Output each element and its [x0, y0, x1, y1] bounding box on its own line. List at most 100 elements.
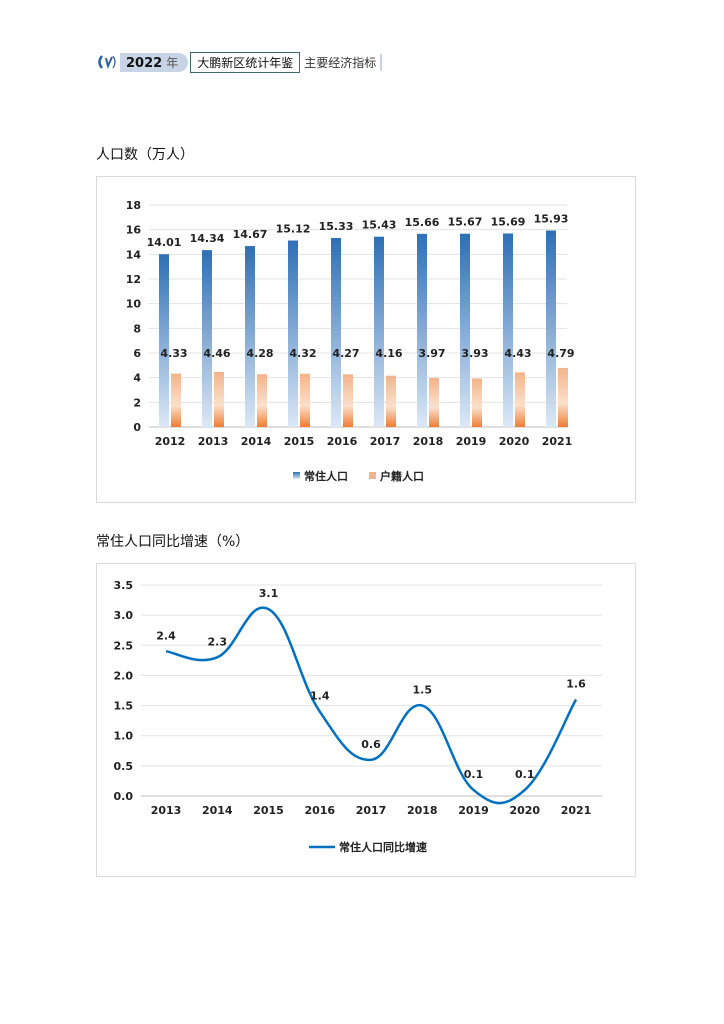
book-title: 大鹏新区统计年鉴: [190, 51, 301, 73]
bar-registered: [515, 372, 525, 427]
x-tick-label: 2012: [155, 435, 186, 448]
bar-resident: [331, 237, 341, 427]
bar-registered: [300, 373, 310, 427]
data-label: 1.4: [310, 690, 330, 703]
data-label-registered: 4.27: [332, 347, 359, 360]
bar-registered: [257, 374, 267, 427]
series-line: [165, 606, 578, 805]
y-tick-label: 8: [133, 322, 141, 335]
x-tick-label: 2016: [304, 804, 335, 817]
legend-label-resident: 常住人口: [304, 469, 348, 483]
data-label-registered: 4.33: [160, 347, 187, 360]
x-tick-label: 2020: [499, 435, 530, 448]
y-tick-label: 18: [126, 199, 141, 212]
data-label-resident: 15.67: [448, 216, 483, 229]
x-tick-label: 2021: [561, 804, 592, 817]
x-tick-label: 2017: [356, 804, 387, 817]
bar-registered: [429, 378, 439, 427]
data-label-registered: 4.46: [203, 347, 230, 360]
y-tick-label: 2: [133, 396, 141, 409]
legend-swatch-resident: [293, 472, 300, 479]
data-label: 2.4: [156, 629, 176, 642]
bar-resident: [159, 254, 169, 427]
bar-registered: [472, 378, 482, 427]
growth-line-chart: 0.0 0.5 1.0 1.5 2.0 2.5 3.0 3.5 2013 2.4 2014 2.3 20…: [114, 579, 602, 854]
bar-resident: [546, 230, 556, 427]
y-tick-label: 0.0: [114, 790, 134, 803]
bar-registered: [214, 371, 224, 427]
data-label: 1.5: [413, 684, 433, 697]
bar-registered: [558, 367, 568, 427]
y-tick-label: 14: [126, 248, 142, 261]
chart1-title: 人口数（万人）: [96, 147, 194, 163]
data-label-resident: 15.12: [276, 223, 311, 236]
data-label-resident: 15.93: [534, 213, 569, 226]
x-tick-label: 2021: [542, 435, 573, 448]
data-label: 0.6: [361, 738, 381, 751]
data-label-registered: 4.16: [375, 347, 402, 360]
bar-resident: [245, 246, 255, 427]
bar-resident: [202, 250, 212, 427]
chart2-box: 0.0 0.5 1.0 1.5 2.0 2.5 3.0 3.5 2013 2.4 2014 2.3 20…: [96, 563, 636, 877]
section-title: 主要经济指标: [304, 53, 383, 71]
bar-resident: [417, 233, 427, 427]
y-tick-label: 16: [126, 224, 142, 237]
x-tick-label: 2013: [198, 435, 229, 448]
x-tick-label: 2014: [202, 804, 233, 817]
data-label-resident: 15.43: [362, 219, 397, 232]
data-label-resident: 15.66: [405, 216, 440, 229]
legend-label-registered: 户籍人口: [380, 469, 424, 483]
x-tick-label: 2014: [241, 435, 272, 448]
y-tick-label: 10: [126, 298, 142, 311]
chart2-title: 常住人口同比增速（%）: [96, 534, 250, 550]
data-label-resident: 15.33: [319, 220, 354, 233]
data-label: 2.3: [208, 635, 228, 648]
x-tick-label: 2017: [370, 435, 401, 448]
data-label: 1.6: [566, 678, 586, 691]
bar-registered: [171, 373, 181, 427]
year: 2022: [126, 55, 163, 71]
y-tick-label: 12: [126, 273, 141, 286]
chart1-box: 0 2 4 6 8 10 12 14 16 18 2012 14.01 4.33 2013 14.34 4.4…: [96, 176, 636, 503]
x-tick-label: 2015: [253, 804, 284, 817]
data-label-registered: 3.97: [418, 347, 445, 360]
data-label-registered: 4.79: [547, 347, 574, 360]
y-tick-label: 4: [133, 372, 141, 385]
x-tick-label: 2015: [284, 435, 315, 448]
bar-resident: [374, 236, 384, 427]
y-tick-label: 0.5: [114, 760, 134, 773]
data-label: 0.1: [464, 768, 484, 781]
y-tick-label: 3.0: [114, 609, 134, 622]
x-tick-label: 2018: [407, 804, 438, 817]
legend-swatch-registered: [369, 472, 376, 479]
bar-registered: [343, 374, 353, 427]
bar-resident: [460, 233, 470, 427]
page-header: 2022 年 大鹏新区统计年鉴 主要经济指标: [96, 51, 383, 73]
data-label-resident: 14.67: [233, 228, 268, 241]
year-suffix: 年: [166, 55, 179, 70]
y-tick-label: 0: [133, 421, 141, 434]
y-tick-label: 2.5: [114, 639, 134, 652]
y-tick-label: 2.0: [114, 669, 134, 682]
y-tick-label: 1.5: [114, 700, 134, 713]
x-tick-label: 2018: [413, 435, 444, 448]
data-label: 0.1: [515, 768, 535, 781]
y-tick-label: 1.0: [114, 730, 134, 743]
x-tick-label: 2020: [509, 804, 540, 817]
y-tick-label: 3.5: [114, 579, 134, 592]
data-label-resident: 14.01: [147, 236, 182, 249]
data-label-resident: 14.34: [190, 232, 225, 245]
data-label: 3.1: [259, 587, 279, 600]
year-badge: 2022 年: [120, 52, 189, 72]
data-label-registered: 4.32: [289, 347, 316, 360]
data-label-registered: 4.28: [246, 347, 273, 360]
logo-icon: [98, 55, 116, 70]
x-tick-label: 2013: [151, 804, 182, 817]
legend-label: 常住人口同比增速: [339, 840, 427, 854]
data-label-resident: 15.69: [491, 215, 526, 228]
data-label-registered: 3.93: [461, 347, 488, 360]
x-tick-label: 2019: [458, 804, 489, 817]
y-tick-label: 6: [133, 347, 141, 360]
bar-registered: [386, 375, 396, 427]
